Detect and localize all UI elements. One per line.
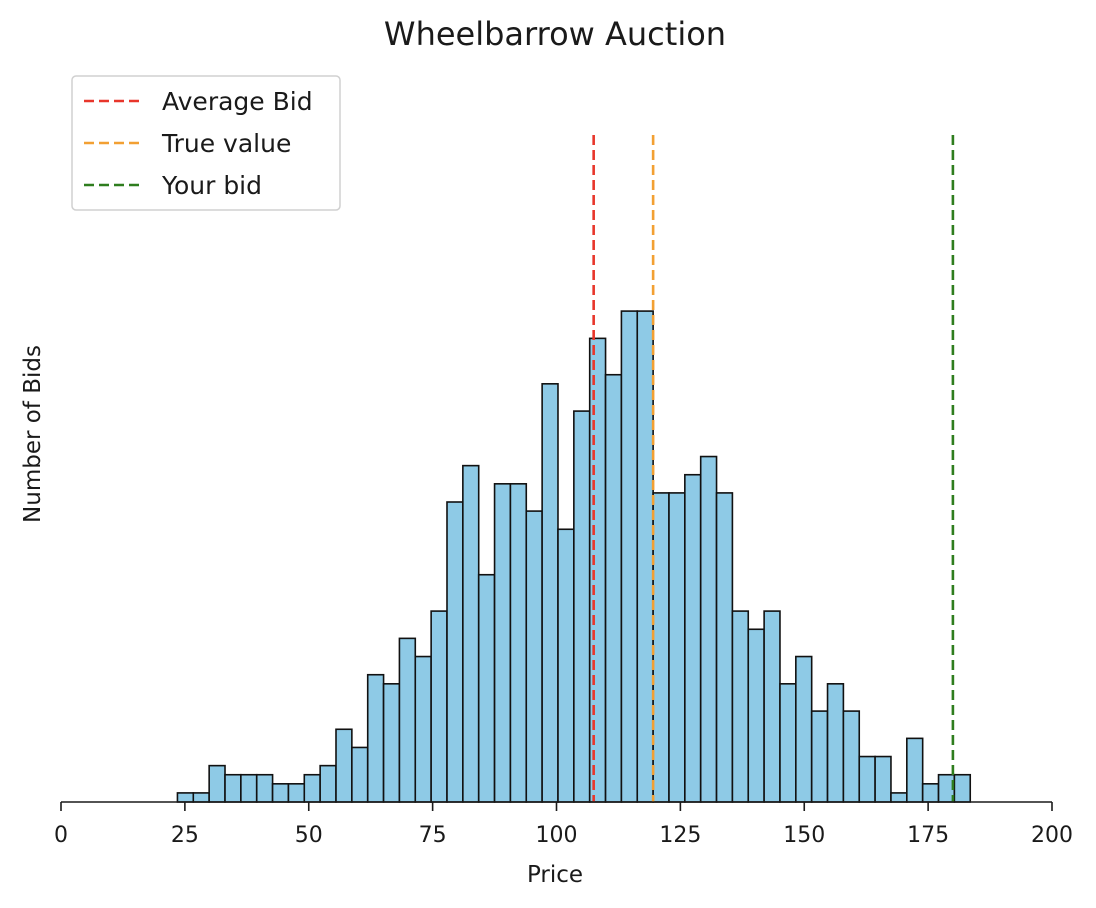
histogram-bar (842, 710, 861, 803)
histogram-bar (684, 473, 702, 803)
histogram-bar (715, 492, 734, 803)
histogram-bar (287, 783, 306, 803)
x-axis-label: Price (527, 862, 583, 888)
x-tick-label: 0 (54, 823, 68, 848)
legend-label: Average Bid (162, 87, 313, 116)
histogram-bar (176, 792, 195, 803)
x-tick-label: 100 (536, 823, 578, 848)
x-tick-label: 200 (1031, 823, 1073, 848)
histogram-bar (208, 764, 226, 803)
histogram-bar (699, 455, 718, 803)
histogram-bar (763, 610, 781, 803)
histogram-bar (557, 528, 575, 803)
legend-label: True value (161, 129, 291, 158)
histogram-bar (652, 492, 670, 803)
histogram-bar (224, 773, 242, 803)
x-tick-label: 125 (659, 823, 701, 848)
reference-lines (592, 135, 955, 802)
legend: Average Bid True value Your bid (71, 75, 341, 211)
histogram-bar (192, 792, 210, 803)
histogram-bar (620, 310, 639, 803)
histogram-bar (335, 728, 353, 803)
histogram-bar (430, 610, 448, 803)
histogram-bar (906, 737, 924, 803)
x-tick-label: 175 (907, 823, 949, 848)
histogram-bar (240, 773, 258, 803)
histogram-bar (588, 337, 607, 803)
histogram-bar (398, 637, 417, 803)
histogram-bar (462, 464, 480, 803)
histogram-bar (874, 755, 892, 803)
histogram-bar (255, 773, 274, 803)
histogram-bar (271, 783, 290, 803)
histogram-bar (509, 483, 528, 803)
x-axis-ticks: 0 25 50 75 100 125 150 175 200 (54, 802, 1073, 848)
legend-label: Your bid (161, 171, 262, 200)
histogram-bar (858, 755, 876, 803)
bars-layer (176, 310, 972, 803)
histogram-bar (731, 610, 750, 803)
x-tick-label: 50 (295, 823, 323, 848)
histogram-bar (636, 310, 654, 803)
histogram-bar (525, 510, 543, 803)
histogram-bar (921, 783, 940, 803)
histogram-bar (779, 683, 797, 803)
histogram-bar (382, 683, 401, 803)
legend-frame (71, 75, 341, 211)
y-axis-label: Number of Bids (20, 345, 46, 523)
histogram-bar (351, 746, 369, 803)
x-tick-label: 25 (171, 823, 199, 848)
histogram-bar (493, 483, 512, 803)
histogram-bar (477, 573, 496, 803)
x-tick-label: 75 (419, 823, 447, 848)
histogram-bar (953, 773, 972, 803)
histogram-bar (303, 773, 321, 803)
histogram-bar (668, 492, 686, 803)
histogram-bar (573, 410, 591, 803)
x-tick-label: 150 (783, 823, 825, 848)
histogram-bar (795, 655, 813, 803)
histogram-bar (890, 792, 908, 803)
histogram-bar (446, 501, 464, 803)
histogram-bar (366, 673, 385, 803)
histogram-bar (826, 683, 845, 803)
histogram-bar (414, 655, 432, 803)
histogram-bar (319, 764, 337, 803)
histogram-bar (604, 373, 623, 803)
histogram-bar (747, 628, 765, 803)
histogram-bar (810, 710, 829, 803)
chart-title: Wheelbarrow Auction (384, 15, 726, 53)
histogram-bar (541, 383, 559, 803)
